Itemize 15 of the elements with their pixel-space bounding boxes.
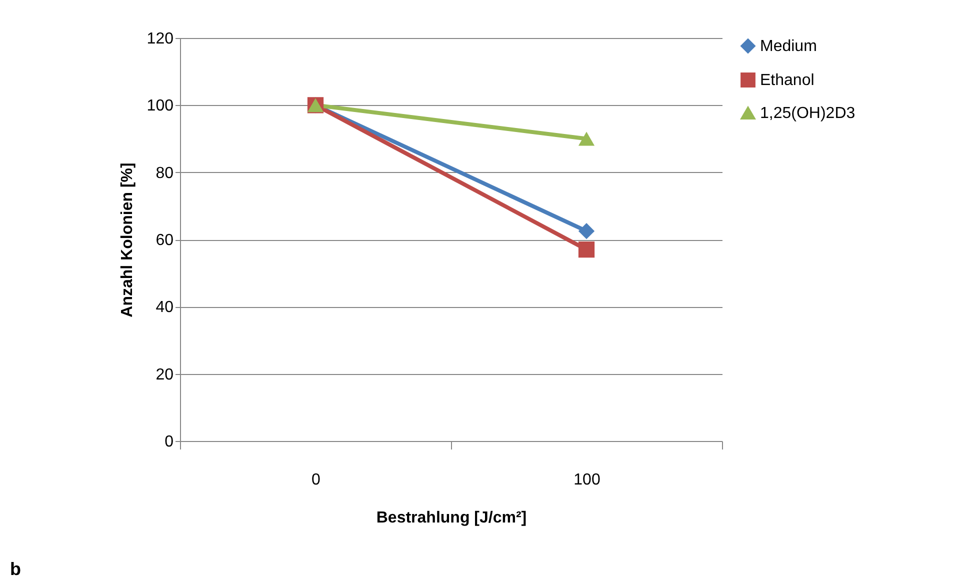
y-tick-label: 0: [164, 434, 174, 450]
y-tick-label: 80: [156, 164, 174, 182]
text: b: [10, 559, 21, 579]
point: [578, 223, 595, 240]
legend-label: Ethanol: [760, 72, 814, 89]
y-tick-label: 20: [156, 366, 174, 384]
y-tick-label: 100: [146, 98, 174, 115]
y-axis-title: Anzahl Kolonien [%]: [118, 162, 136, 318]
y-tick-label: 120: [146, 30, 174, 48]
point: [578, 242, 595, 258]
y-tick-label: 40: [156, 299, 174, 316]
y-tick-label: 60: [156, 232, 174, 249]
legend-label: Medium: [760, 38, 817, 55]
legend-label: 1,25(OH)2D3: [760, 105, 856, 122]
x-axis-title: Bestrahlung [J/cm²]: [376, 510, 527, 526]
